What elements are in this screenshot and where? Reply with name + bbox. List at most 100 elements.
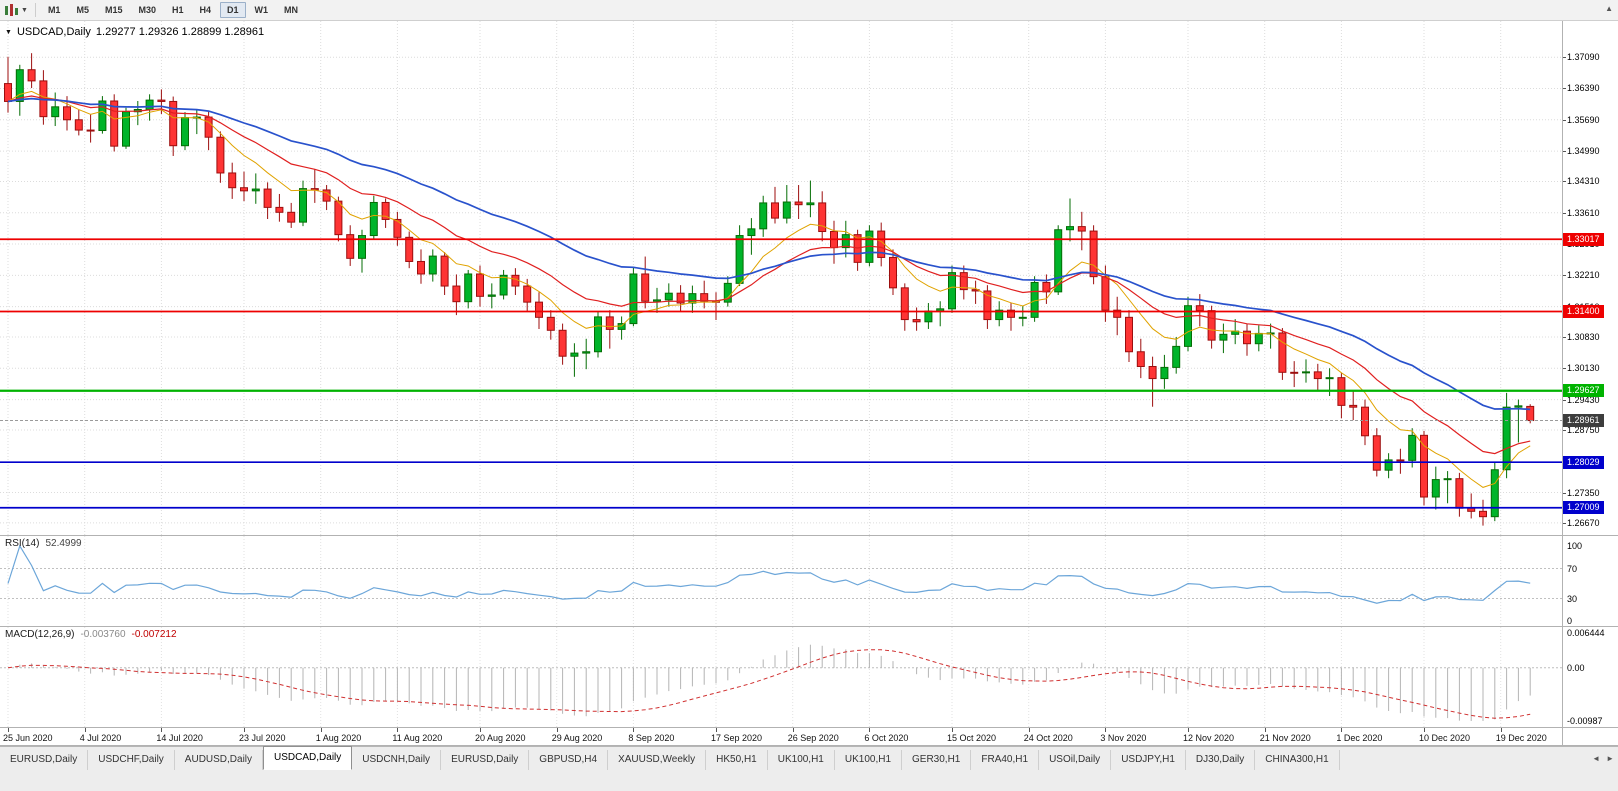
tab-scroll-right-icon[interactable]: ►	[1606, 754, 1614, 763]
rsi-axis-label: 30	[1567, 593, 1578, 604]
time-axis-label: 20 Aug 2020	[475, 733, 526, 743]
time-axis-tick	[556, 728, 558, 732]
chart-tab-uk100-h1[interactable]: UK100,H1	[768, 750, 835, 770]
chart-tab-hk50-h1[interactable]: HK50,H1	[706, 750, 768, 770]
time-axis-label: 6 Oct 2020	[864, 733, 909, 743]
price-axis-tick	[1562, 88, 1566, 90]
time-axis-tick	[792, 728, 794, 732]
chart-tab-eurusd-daily[interactable]: EURUSD,Daily	[441, 750, 530, 770]
chart-tab-bar: EURUSD,Daily USDCHF,Daily AUDUSD,Daily USDC…	[0, 746, 1618, 770]
chart-title: ▼ USDCAD,Daily 1.29277 1.29326 1.28899 1…	[5, 26, 264, 38]
time-axis-tick	[84, 728, 86, 732]
period-button-m30[interactable]: M30	[138, 5, 156, 15]
price-axis-tick	[1562, 429, 1566, 431]
price-axis-label: 1.28750	[1567, 424, 1600, 435]
price-axis-label: 1.29430	[1567, 394, 1600, 405]
pane-splitter	[0, 727, 1618, 728]
tab-list: EURUSD,Daily USDCHF,Daily AUDUSD,Daily USDC…	[0, 746, 1340, 770]
pane-splitter[interactable]	[0, 535, 1618, 536]
macd-axis-label: -0.00987	[1567, 716, 1603, 726]
time-axis-tick	[244, 728, 245, 732]
time-axis-tick	[633, 728, 635, 732]
period-button-d1[interactable]: D1	[220, 2, 246, 18]
rsi-pane[interactable]	[0, 536, 1562, 626]
dropdown-arrow-icon[interactable]: ▼	[21, 6, 28, 14]
rsi-plot[interactable]	[0, 536, 1562, 626]
chart-tab-dj30-daily[interactable]: DJ30,Daily	[1186, 750, 1256, 770]
time-axis-tick	[1424, 728, 1425, 732]
price-axis-tick	[1562, 57, 1566, 59]
price-axis-tick	[1562, 368, 1566, 370]
time-axis-label: 12 Nov 2020	[1183, 733, 1235, 743]
macd-signal-value: -0.007212	[131, 629, 177, 640]
price-axis-label: 1.37090	[1567, 52, 1600, 63]
price-axis-tick	[1562, 336, 1566, 338]
rsi-name: RSI(14)	[5, 538, 40, 549]
price-chart-pane[interactable]	[0, 21, 1562, 535]
candlestick-plot[interactable]	[0, 21, 1562, 535]
period-button-m5[interactable]: M5	[76, 5, 89, 15]
time-axis-tick	[1028, 728, 1030, 732]
price-axis-tick	[1562, 119, 1566, 121]
price-axis-label: 1.32210	[1567, 270, 1600, 281]
period-button-h1[interactable]: H1	[172, 5, 184, 15]
time-axis-tick	[1500, 728, 1502, 732]
time-axis-tick	[716, 728, 717, 732]
price-axis-tick	[1562, 212, 1566, 214]
rsi-axis-label: 100	[1567, 541, 1583, 551]
tab-scrollers: ◄ ►	[1592, 747, 1614, 770]
time-axis-label: 4 Jul 2020	[79, 733, 122, 743]
period-button-h4[interactable]: H4	[199, 5, 212, 15]
time-axis-label: 19 Dec 2020	[1495, 733, 1547, 743]
price-axis-tick	[1562, 151, 1566, 153]
period-button-m1[interactable]: M1	[47, 5, 61, 15]
chart-tab-usdchf-daily[interactable]: USDCHF,Daily	[88, 750, 175, 770]
tab-scroll-left-icon[interactable]: ◄	[1592, 754, 1601, 763]
toolbar-overflow-icon[interactable]: ▲	[1605, 4, 1613, 13]
level-price-badge: 1.27009	[1563, 501, 1604, 515]
chart-type-icon[interactable]	[4, 4, 20, 16]
chart-tab-xauusd-weekly[interactable]: XAUUSD,Weekly	[608, 750, 707, 770]
chart-tab-gbpusd-h4[interactable]: GBPUSD,H4	[529, 750, 609, 770]
chart-tab-eurusd-daily[interactable]: EURUSD,Daily	[0, 750, 89, 770]
chart-tab-usdcad-daily[interactable]: USDCAD,Daily	[263, 746, 353, 770]
macd-plot[interactable]	[0, 627, 1562, 727]
chart-tab-usoil-daily[interactable]: USOil,Daily	[1039, 750, 1112, 770]
chart-tab-china300-h1[interactable]: CHINA300,H1	[1255, 750, 1340, 770]
price-axis-label: 1.36390	[1567, 83, 1600, 94]
pane-splitter[interactable]	[0, 626, 1618, 627]
time-axis-tick	[397, 728, 399, 732]
chart-tab-usdjpy-h1[interactable]: USDJPY,H1	[1111, 750, 1186, 770]
period-button-mn[interactable]: MN	[284, 5, 299, 15]
axis-divider	[1562, 21, 1563, 745]
time-axis-tick	[952, 728, 953, 732]
macd-pane[interactable]	[0, 627, 1562, 727]
level-price-badge: 1.33017	[1563, 232, 1604, 246]
rsi-label: RSI(14) 52.4999	[5, 538, 82, 549]
toolbar-separator	[34, 3, 36, 17]
chart-tab-ger30-h1[interactable]: GER30,H1	[902, 750, 972, 770]
rsi-current-value: 52.4999	[45, 538, 82, 549]
chart-tab-uk100-h1[interactable]: UK100,H1	[835, 750, 903, 770]
time-axis-label: 25 Jun 2020	[3, 733, 53, 743]
time-axis-tick	[1105, 728, 1107, 732]
level-price-badge: 1.29627	[1563, 384, 1604, 398]
period-button-w1[interactable]: W1	[254, 5, 269, 15]
time-axis[interactable]	[0, 728, 1618, 745]
chart-menu-icon[interactable]: ▼	[5, 28, 12, 36]
price-axis-tick	[1562, 275, 1566, 277]
time-axis-label: 21 Nov 2020	[1259, 733, 1311, 743]
macd-axis-label: 0.00	[1567, 662, 1585, 673]
time-axis-label: 26 Sep 2020	[787, 733, 839, 743]
chart-tab-usdcnh-daily[interactable]: USDCNH,Daily	[352, 750, 442, 770]
pane-splitter	[0, 745, 1618, 746]
chart-tab-audusd-daily[interactable]: AUDUSD,Daily	[175, 750, 264, 770]
status-strip	[0, 769, 1618, 791]
current-price-badge: 1.28961	[1563, 414, 1604, 428]
price-axis-label: 1.30830	[1567, 331, 1600, 342]
chart-tab-fra40-h1[interactable]: FRA40,H1	[971, 750, 1040, 770]
period-button-m15[interactable]: M15	[104, 5, 123, 15]
price-axis-label: 1.27350	[1567, 487, 1600, 498]
time-axis-label: 11 Aug 2020	[392, 733, 443, 743]
